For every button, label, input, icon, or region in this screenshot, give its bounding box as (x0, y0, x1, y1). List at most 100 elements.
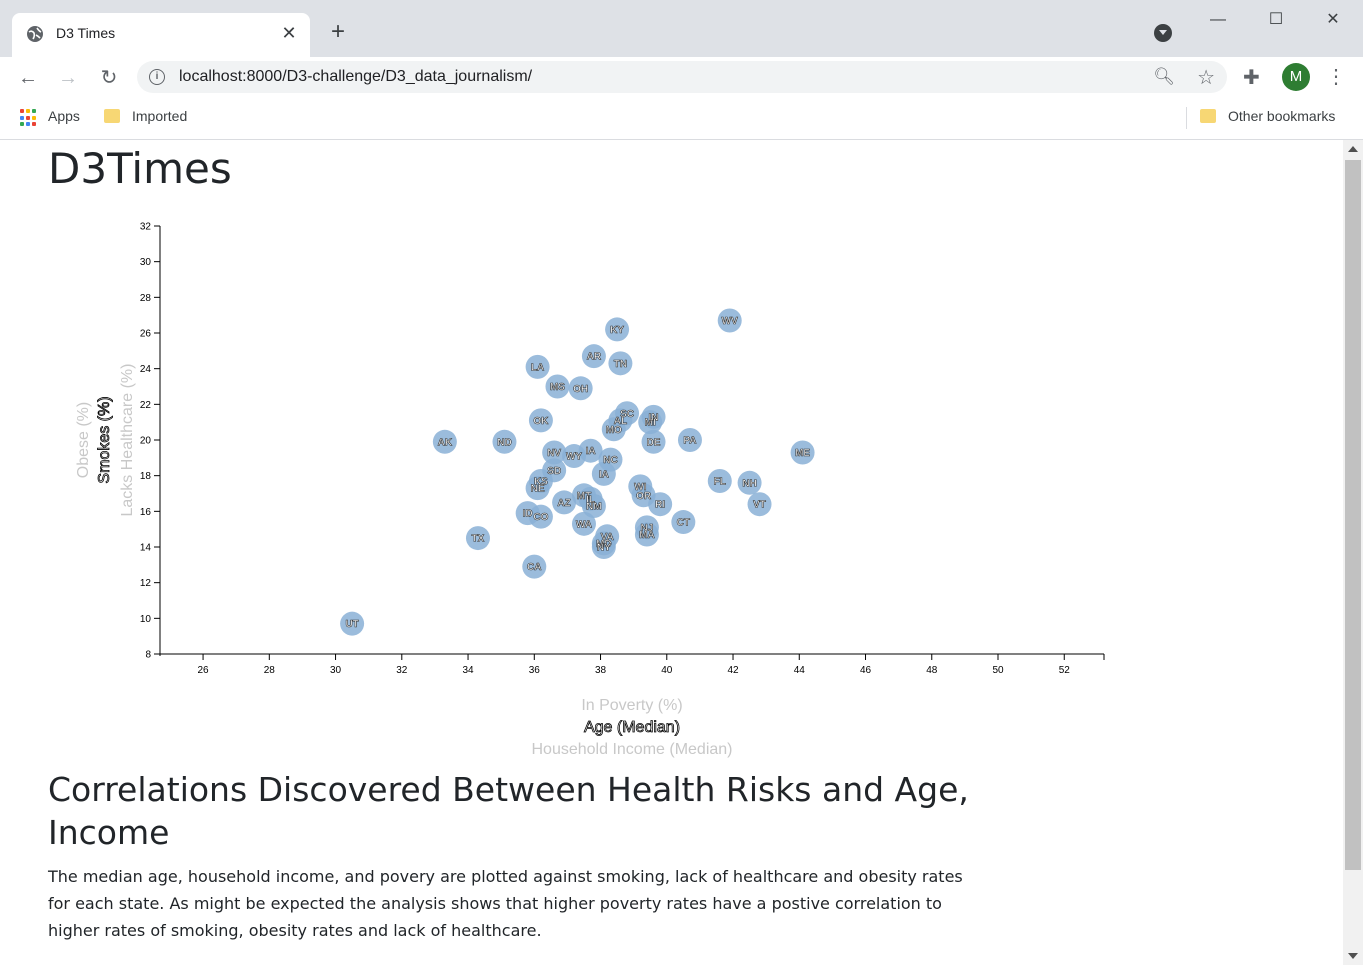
state-abbr-label: NC (603, 455, 617, 466)
state-abbr-label: MI (645, 418, 656, 429)
scroll-up-arrow-icon[interactable] (1348, 146, 1358, 152)
bookmark-apps[interactable]: Apps (48, 108, 80, 124)
vertical-scrollbar[interactable] (1343, 140, 1363, 965)
state-circle[interactable] (717, 308, 742, 333)
x-tick-label: 34 (462, 665, 474, 676)
state-abbr-label: NJ (641, 523, 654, 534)
tab-title: D3 Times (56, 25, 116, 41)
close-tab-icon[interactable]: ✕ (281, 23, 297, 43)
state-abbr-label: RI (655, 500, 665, 511)
state-circle[interactable] (601, 417, 626, 442)
url-text[interactable]: localhost:8000/D3-challenge/D3_data_jour… (179, 68, 533, 85)
bookmark-separator (1186, 107, 1187, 129)
state-abbr-label: NY (597, 543, 611, 554)
globe-icon (27, 26, 43, 42)
close-window-icon[interactable]: ✕ (1326, 11, 1340, 28)
state-circle[interactable] (737, 470, 762, 495)
bookmark-imported[interactable]: Imported (132, 108, 188, 124)
state-circle[interactable] (581, 493, 606, 518)
state-abbr-label: FL (714, 477, 726, 488)
state-circle[interactable] (747, 492, 772, 517)
x-tick-label: 44 (794, 665, 806, 676)
state-circle[interactable] (648, 492, 673, 517)
state-circle[interactable] (677, 428, 702, 452)
state-circle[interactable] (790, 440, 815, 465)
chart-points: WV KY AR TN LA MS OH SC OK AL MI MO IN AK ND DE PA ME NV WY… (340, 308, 815, 636)
maximize-icon[interactable]: ☐ (1268, 11, 1284, 28)
state-circle[interactable] (340, 611, 365, 636)
x-tick-label: 28 (264, 665, 276, 676)
state-circle[interactable] (525, 354, 550, 379)
state-circle[interactable] (707, 469, 732, 494)
state-abbr-label: WY (566, 452, 582, 463)
state-circle[interactable] (492, 429, 517, 454)
reload-icon[interactable]: ↻ (100, 67, 118, 89)
browser-toolbar: ← → ↻ i localhost:8000/D3-challenge/D3_d… (0, 57, 1363, 97)
state-circle[interactable] (641, 404, 666, 429)
page-content: D3Times 26 28 30 32 34 36 38 40 42 44 46 48 50 52 8 10… (0, 140, 1343, 965)
state-circle[interactable] (528, 504, 553, 529)
kebab-menu-icon[interactable]: ⋮ (1326, 66, 1346, 88)
state-abbr-label: SD (547, 466, 561, 477)
new-tab-button[interactable]: + (330, 18, 345, 45)
state-abbr-label: IL (586, 494, 595, 505)
address-bar[interactable]: i localhost:8000/D3-challenge/D3_data_jo… (137, 61, 1227, 93)
state-abbr-label: OH (573, 384, 588, 395)
bookmark-other[interactable]: Other bookmarks (1228, 108, 1336, 124)
state-circle[interactable] (671, 510, 696, 535)
state-circle[interactable] (545, 374, 570, 399)
state-circle[interactable] (608, 351, 633, 376)
state-circle[interactable] (432, 429, 457, 454)
y-axis-option[interactable]: Smokes (%) (96, 396, 114, 484)
state-abbr-label: MS (550, 382, 565, 393)
state-abbr-label: ND (497, 437, 511, 448)
state-circle[interactable] (552, 490, 577, 515)
state-circle[interactable] (522, 554, 547, 579)
y-axis-option[interactable]: Obese (%) (75, 402, 92, 478)
y-tick-label: 28 (140, 293, 152, 304)
state-circle[interactable] (528, 408, 553, 433)
minimize-icon[interactable]: — (1210, 11, 1226, 28)
y-axis-option[interactable]: Lacks Healthcare (%) (119, 364, 136, 517)
y-tick-label: 10 (140, 614, 152, 625)
scroll-down-arrow-icon[interactable] (1348, 953, 1358, 959)
state-circle[interactable] (591, 461, 616, 486)
forward-arrow-icon[interactable]: → (58, 67, 78, 89)
state-abbr-label: SC (620, 409, 634, 420)
state-abbr-label: MO (606, 425, 622, 436)
browser-tab[interactable]: D3 Times ✕ (12, 13, 310, 57)
x-tick-label: 38 (595, 665, 607, 676)
zoom-icon[interactable]: 🔍︎ (1153, 67, 1175, 86)
x-tick-label: 48 (926, 665, 938, 676)
state-circle[interactable] (605, 317, 630, 342)
y-tick-label: 8 (145, 650, 151, 661)
tab-search-icon[interactable] (1154, 24, 1172, 42)
x-axis-option[interactable]: Household Income (Median) (532, 741, 733, 758)
avatar[interactable]: M (1282, 63, 1310, 91)
state-circle[interactable] (568, 376, 593, 401)
site-info-icon[interactable]: i (149, 69, 165, 85)
state-circle[interactable] (634, 522, 659, 547)
state-abbr-label: CA (527, 562, 541, 573)
state-circle[interactable] (571, 511, 596, 536)
back-arrow-icon[interactable]: ← (18, 67, 38, 89)
extensions-puzzle-icon[interactable]: ✚ (1243, 67, 1260, 89)
x-tick-label: 30 (330, 665, 342, 676)
state-circle[interactable] (591, 535, 616, 559)
apps-grid-icon[interactable] (20, 109, 38, 127)
state-circle[interactable] (641, 429, 666, 454)
state-abbr-label: UT (345, 619, 358, 630)
state-circle[interactable] (578, 438, 603, 463)
state-circle[interactable] (525, 476, 550, 501)
tab-strip: D3 Times ✕ + — ☐ ✕ (0, 0, 1363, 57)
state-abbr-label: AZ (557, 498, 570, 509)
state-circle[interactable] (465, 526, 490, 551)
state-circle[interactable] (542, 440, 567, 465)
x-axis-option[interactable]: In Poverty (%) (581, 697, 682, 714)
bookmark-star-icon[interactable]: ☆ (1197, 67, 1215, 89)
x-tick-label: 46 (860, 665, 872, 676)
x-axis: 26 28 30 32 34 36 38 40 42 44 46 48 50 52 (160, 653, 1105, 676)
x-axis-option[interactable]: Age (Median) (584, 719, 681, 737)
scrollbar-thumb[interactable] (1345, 160, 1361, 870)
state-circle[interactable] (581, 344, 606, 369)
